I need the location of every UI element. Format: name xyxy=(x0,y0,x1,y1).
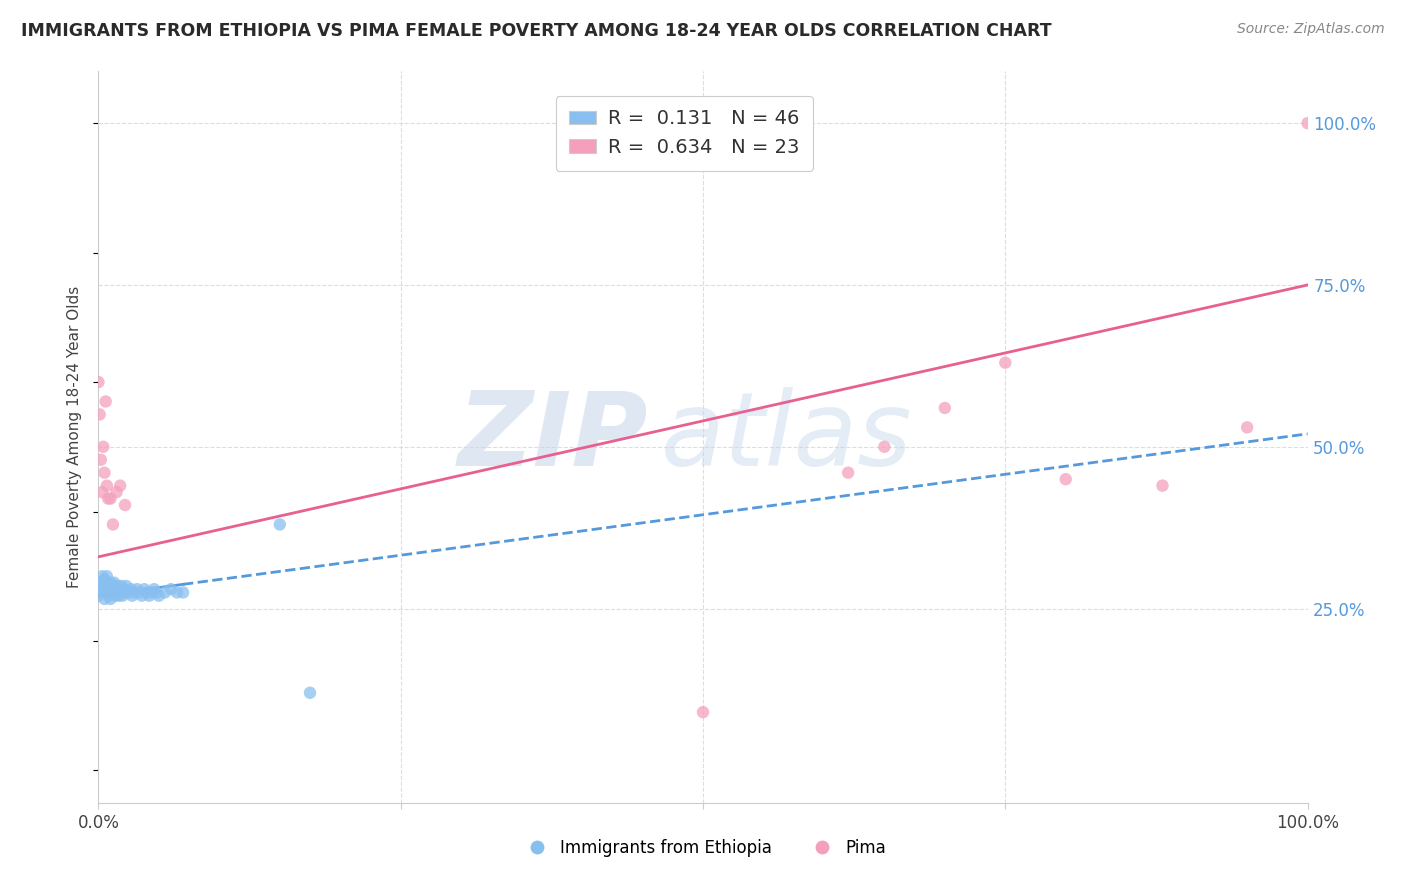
Point xyxy=(299,686,322,700)
Point xyxy=(1054,472,1077,486)
Point xyxy=(104,589,127,603)
Point xyxy=(1236,420,1258,434)
Point xyxy=(89,408,111,422)
Point xyxy=(91,579,114,593)
Text: IMMIGRANTS FROM ETHIOPIA VS PIMA FEMALE POVERTY AMONG 18-24 YEAR OLDS CORRELATIO: IMMIGRANTS FROM ETHIOPIA VS PIMA FEMALE … xyxy=(21,22,1052,40)
Point xyxy=(97,579,120,593)
Point xyxy=(837,466,859,480)
Point xyxy=(96,478,118,492)
Point xyxy=(93,466,115,480)
Point xyxy=(96,569,118,583)
Point xyxy=(114,498,136,512)
Point xyxy=(87,589,110,603)
Point xyxy=(100,491,122,506)
Point xyxy=(105,485,128,500)
Point xyxy=(105,582,128,597)
Point xyxy=(141,585,163,599)
Point xyxy=(112,582,135,597)
Point xyxy=(93,573,115,587)
Point xyxy=(97,491,120,506)
Point xyxy=(115,579,138,593)
Point xyxy=(873,440,896,454)
Point xyxy=(108,589,131,603)
Point xyxy=(145,585,167,599)
Point xyxy=(124,585,146,599)
Point xyxy=(100,585,122,599)
Text: atlas: atlas xyxy=(661,387,912,487)
Point xyxy=(91,440,114,454)
Point xyxy=(94,585,117,599)
Point xyxy=(108,478,131,492)
Point xyxy=(134,582,156,597)
Point xyxy=(120,582,142,597)
Y-axis label: Female Poverty Among 18-24 Year Olds: Female Poverty Among 18-24 Year Olds xyxy=(67,286,83,588)
Point xyxy=(143,582,166,597)
Point xyxy=(121,589,143,603)
Point xyxy=(135,585,157,599)
Point xyxy=(87,375,110,389)
Point xyxy=(100,591,122,606)
Point xyxy=(934,401,956,415)
Point xyxy=(128,585,150,599)
Point xyxy=(269,517,291,532)
Text: Source: ZipAtlas.com: Source: ZipAtlas.com xyxy=(1237,22,1385,37)
Point xyxy=(166,585,188,599)
Point xyxy=(103,575,125,590)
Point xyxy=(153,585,176,599)
Point xyxy=(91,569,114,583)
Point xyxy=(93,591,115,606)
Point xyxy=(131,589,153,603)
Point xyxy=(90,452,112,467)
Point xyxy=(100,575,122,590)
Point xyxy=(114,585,136,599)
Point xyxy=(160,582,183,597)
Point xyxy=(148,589,170,603)
Point xyxy=(90,582,112,597)
Point xyxy=(87,575,110,590)
Text: ZIP: ZIP xyxy=(458,386,648,488)
Point xyxy=(111,589,134,603)
Point xyxy=(108,585,131,599)
Point xyxy=(94,394,117,409)
Point xyxy=(138,589,160,603)
Point xyxy=(91,485,114,500)
Point xyxy=(994,356,1017,370)
Point xyxy=(172,585,194,599)
Point xyxy=(101,517,124,532)
Point xyxy=(101,579,124,593)
Legend: Immigrants from Ethiopia, Pima: Immigrants from Ethiopia, Pima xyxy=(513,832,893,864)
Point xyxy=(107,579,129,593)
Point xyxy=(1296,116,1319,130)
Point xyxy=(692,705,714,719)
Point xyxy=(1152,478,1174,492)
Point xyxy=(118,585,141,599)
Point xyxy=(110,579,132,593)
Point xyxy=(98,589,121,603)
Point xyxy=(127,582,149,597)
